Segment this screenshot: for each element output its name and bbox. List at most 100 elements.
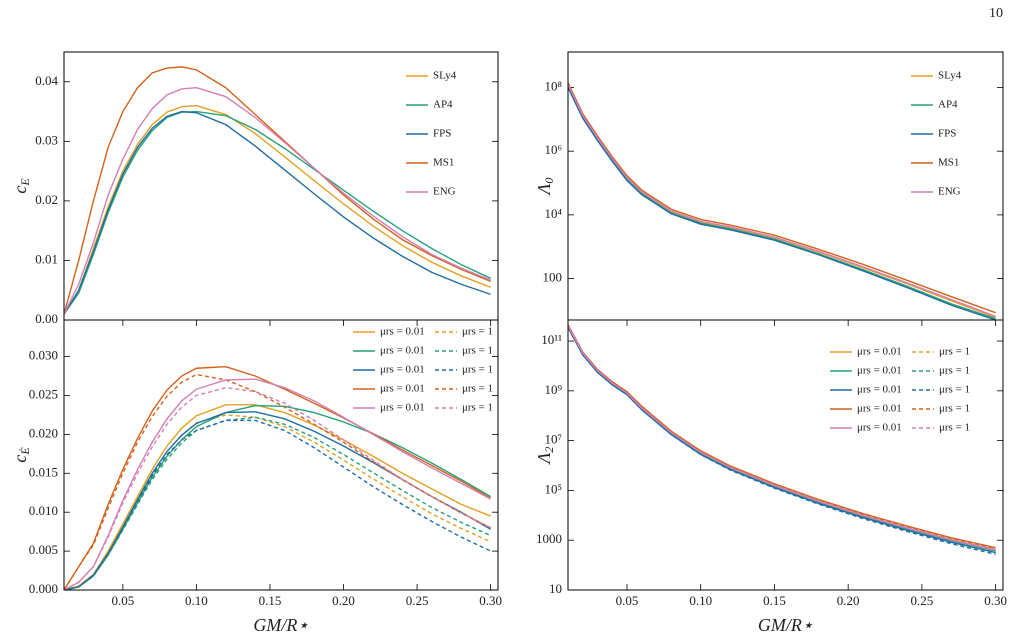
x-tick-label: 0.10 [689,593,712,608]
y-tick-label: 10⁴ [544,206,562,221]
series-line [568,82,996,314]
x-tick-label: 0.25 [911,593,934,608]
y-tick-label: 10 [549,581,562,596]
legend-label: μrs = 1 [939,365,970,377]
y-axis-label: Λ2 [534,447,556,466]
legend-label: μrs = 0.01 [857,384,902,396]
series-line [64,404,491,590]
x-tick-label: 0.20 [332,593,355,608]
x-tick-label: 0.20 [837,593,860,608]
page-number: 10 [989,6,1003,21]
series-line [568,325,996,551]
legend-label: SLy4 [938,70,962,82]
legend-label: MS1 [938,157,959,169]
panel: 10 1000 10⁵ 10⁷ 10⁹ 10¹¹ 0.05 0.10 0.15 0.20 0.25 0… [534,319,1007,635]
y-tick-label: 10⁸ [544,78,562,93]
y-tick-label: 10⁷ [544,432,562,447]
series-line [568,325,996,551]
y-axis-label: cĖ [10,447,32,463]
x-tick-label: 0.30 [984,593,1007,608]
series-line [568,324,996,550]
plot-frame [567,319,1004,591]
plot-frame [63,319,499,591]
x-tick-label: 0.05 [616,593,639,608]
legend-label: ENG [433,186,456,198]
x-axis-label: GM/R⋆ [758,615,813,635]
series-line [64,386,491,590]
legend-label: μrs = 0.01 [380,345,425,357]
series-line [64,110,491,315]
series-line [64,365,491,590]
legend-label: μrs = 0.01 [380,383,425,395]
x-tick-label: 0.25 [406,593,429,608]
y-tick-label: 100 [543,270,563,285]
y-tick-label: 0.005 [29,542,58,557]
series-line [568,327,996,554]
panel: 0.00 0.01 0.02 0.03 0.04 SLy4 AP4 FPS MS1 ENG cE [10,51,499,326]
series-line [64,104,491,315]
y-tick-label: 1000 [536,531,562,546]
y-tick-label: 0.03 [35,132,58,147]
legend-label: μrs = 0.01 [857,403,902,415]
panel: 0.000 0.005 0.010 0.015 0.020 0.025 0.030 0.05 0… [10,319,502,635]
legend-label: μrs = 1 [462,383,493,395]
y-tick-label: 0.030 [29,348,58,363]
legend-label: μrs = 0.01 [857,346,902,358]
y-axis-label: cE [10,178,32,194]
series-line [64,411,491,590]
legend-label: μrs = 1 [939,346,970,358]
series-line [64,419,491,590]
series-line [568,325,996,553]
x-tick-label: 0.15 [763,593,786,608]
x-axis-label: GM/R⋆ [253,615,308,635]
legend-label: MS1 [433,157,454,169]
panel: 100 10⁴ 10⁶ 10⁸ SLy4 AP4 FPS MS1 ENG Λ0 [534,51,1004,321]
series-line [568,85,996,320]
legend-label: μrs = 1 [939,384,970,396]
legend-label: SLy4 [433,70,457,82]
y-tick-label: 10¹¹ [541,332,562,347]
legend-label: AP4 [938,99,958,111]
y-tick-label: 0.025 [29,386,58,401]
legend-label: μrs = 1 [939,422,970,434]
series-line [64,66,491,315]
y-tick-label: 0.010 [29,503,58,518]
legend-label: μrs = 0.01 [380,402,425,414]
series-line [568,84,996,318]
y-tick-label: 0.000 [29,581,58,596]
legend-label: μrs = 1 [462,402,493,414]
legend-label: μrs = 0.01 [857,422,902,434]
series-line [64,87,491,315]
legend-label: AP4 [433,99,453,111]
legend-label: μrs = 0.01 [857,365,902,377]
y-tick-label: 0.04 [35,73,58,88]
y-tick-label: 10⁹ [544,382,562,397]
legend-label: μrs = 1 [462,326,493,338]
series-line [64,414,491,590]
y-tick-label: 0.01 [35,251,58,266]
series-line [64,110,491,315]
y-tick-label: 0.02 [35,192,58,207]
series-line [568,325,996,552]
series-line [568,326,996,552]
x-tick-label: 0.30 [479,593,502,608]
y-tick-label: 0.020 [29,425,58,440]
series-line [568,84,996,319]
x-tick-label: 0.10 [185,593,208,608]
legend-label: μrs = 1 [939,403,970,415]
series-line [568,327,996,556]
x-tick-label: 0.15 [259,593,282,608]
y-axis-label: Λ0 [534,178,556,197]
legend-label: FPS [433,128,451,140]
legend-label: FPS [938,128,956,140]
y-tick-label: 0.00 [35,311,58,326]
y-tick-label: 10⁶ [544,142,562,157]
legend-label: ENG [938,186,961,198]
series-line [64,373,491,590]
series-line [568,324,996,549]
legend-label: μrs = 1 [462,345,493,357]
legend-label: μrs = 0.01 [380,326,425,338]
legend-label: μrs = 0.01 [380,364,425,376]
series-line [64,404,491,590]
